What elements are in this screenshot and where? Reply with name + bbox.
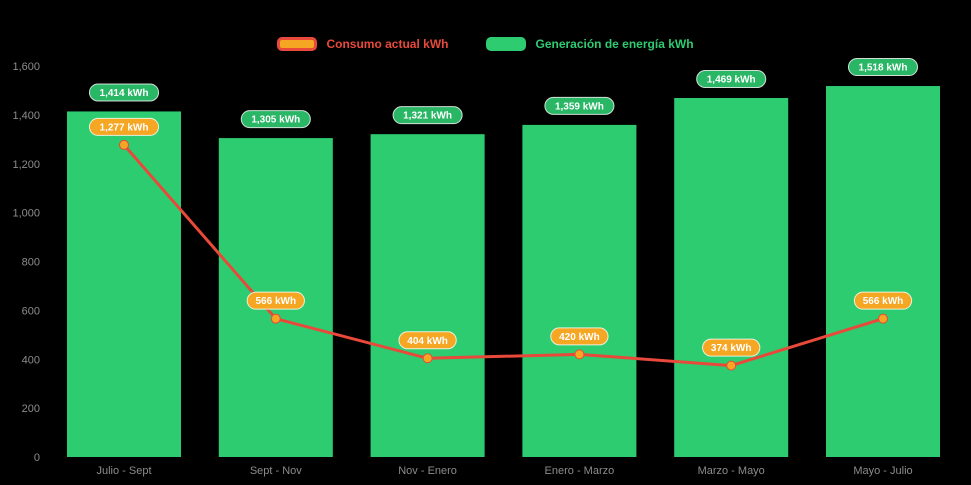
generation-bar[interactable] (67, 111, 181, 458)
consumption-line (122, 143, 885, 368)
consumo-legend-label: Consumo actual kWh (326, 37, 449, 51)
generation-value-badge-label: 1,359 kWh (555, 101, 604, 112)
generation-bar[interactable] (522, 124, 637, 457)
consumption-point[interactable] (574, 349, 585, 360)
consumption-point[interactable] (878, 313, 888, 324)
y-axis-tick-label: 400 (22, 354, 40, 366)
chart-legend: Consumo actual kWh Generación de energía… (0, 37, 971, 51)
consumption-value-badge-label: 566 kWh (863, 296, 904, 307)
generation-bar[interactable] (674, 98, 789, 457)
consumption-point[interactable] (119, 139, 129, 150)
y-axis-tick-label: 800 (22, 257, 40, 269)
y-axis-tick-label: 1,600 (12, 61, 40, 73)
consumption-point[interactable] (726, 360, 737, 371)
consumption-point[interactable] (422, 353, 433, 364)
consumption-value-badge (550, 327, 609, 346)
y-axis-tick-label: 0 (34, 452, 40, 464)
generation-bar[interactable] (370, 134, 485, 458)
generation-value-badge (392, 106, 463, 125)
legend-item-generacion[interactable]: Generación de energía kWh (486, 37, 694, 51)
consumption-value-badge (853, 291, 913, 310)
generation-value-badge-label: 1,305 kWh (251, 115, 300, 126)
generation-value-badge-label: 1,414 kWh (100, 88, 149, 99)
x-axis-category-label: Mayo - Julio (853, 465, 912, 477)
generacion-legend-swatch (486, 37, 527, 51)
consumption-value-badge (398, 331, 457, 350)
generation-value-badge (88, 83, 160, 102)
consumption-value-badge (246, 291, 305, 310)
consumption-value-badge-label: 1,277 kWh (100, 122, 149, 133)
consumption-value-badge (702, 338, 761, 357)
generation-bar[interactable] (826, 86, 940, 457)
y-axis-tick-label: 1,000 (12, 208, 40, 220)
x-axis-category-label: Enero - Marzo (545, 465, 615, 477)
x-axis-category-label: Sept - Nov (250, 465, 302, 477)
generation-value-badge-label: 1,321 kWh (403, 111, 452, 122)
x-axis-category-label: Julio - Sept (96, 465, 151, 477)
legend-item-consumo[interactable]: Consumo actual kWh (277, 37, 448, 51)
generacion-legend-label: Generación de energía kWh (535, 37, 694, 51)
generation-value-badge (847, 58, 919, 77)
consumption-point[interactable] (270, 313, 281, 324)
consumo-legend-swatch (277, 37, 318, 51)
y-axis-tick-label: 600 (22, 305, 40, 317)
generation-value-badge (240, 110, 311, 129)
generation-value-badge (544, 96, 615, 115)
generation-value-badge (696, 70, 767, 89)
generation-value-badge-label: 1,518 kWh (859, 63, 908, 74)
y-axis-tick-label: 1,200 (12, 159, 40, 171)
consumption-value-badge-label: 566 kWh (256, 296, 297, 307)
generation-value-badge-label: 1,469 kWh (707, 75, 756, 86)
x-axis-category-label: Marzo - Mayo (698, 465, 765, 477)
x-axis-category-label: Nov - Enero (398, 465, 457, 477)
consumption-value-badge (88, 117, 160, 136)
consumption-value-badge-label: 420 kWh (559, 332, 600, 343)
consumption-value-badge-label: 404 kWh (407, 336, 448, 347)
consumption-value-badge-label: 374 kWh (711, 343, 752, 354)
y-axis-tick-label: 1,400 (12, 110, 40, 122)
y-axis-tick-label: 200 (22, 403, 40, 415)
